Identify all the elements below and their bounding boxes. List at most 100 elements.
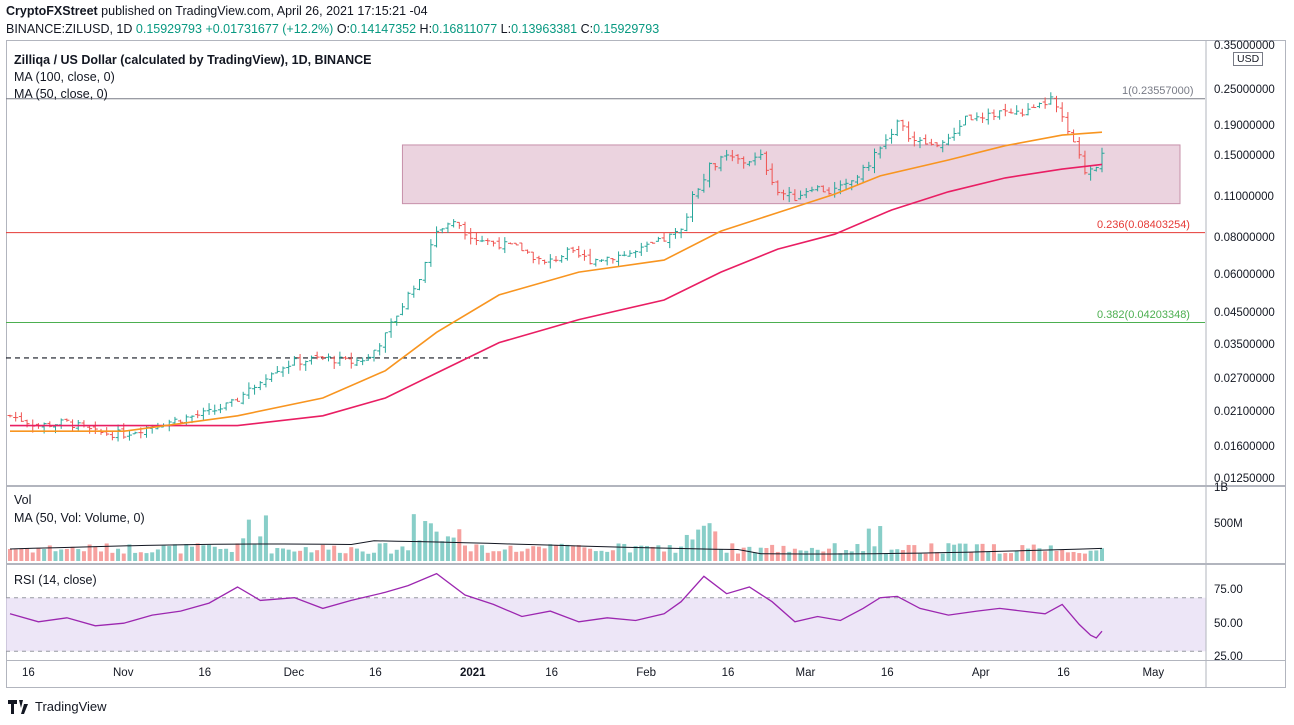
close-value: 0.15929793 (135, 22, 202, 36)
volume-bar (110, 552, 115, 561)
volume-bar (224, 548, 229, 561)
volume-bar (889, 549, 894, 561)
chart-title: Zilliqa / US Dollar (calculated by Tradi… (14, 53, 372, 67)
fib-1-label: 1(0.23557000) (1122, 85, 1194, 97)
volume-bar (309, 552, 314, 561)
volume-bar (229, 551, 234, 561)
ma50-legend[interactable]: MA (50, close, 0) (14, 87, 108, 101)
volume-bar (167, 546, 172, 561)
time-tick-label: Nov (113, 667, 134, 679)
volume-bar (974, 544, 979, 561)
price-tick-label: 0.19000000 (1214, 119, 1275, 132)
volume-bar (1026, 548, 1031, 561)
volume-bar (588, 548, 593, 561)
rsi-tick-label: 50.00 (1214, 617, 1243, 630)
volume-bar (150, 552, 155, 561)
volume-bar (753, 552, 758, 561)
volume-bar (502, 549, 507, 561)
price-pane[interactable] (6, 40, 1286, 486)
price-tick-label: 0.25000000 (1214, 84, 1275, 96)
volume-bar (99, 551, 103, 561)
volume-bar (918, 553, 922, 561)
vol-legend[interactable]: Vol (14, 493, 32, 507)
time-axis[interactable] (6, 661, 1286, 688)
volume-bar (70, 546, 75, 561)
price-tick-label: 0.01250000 (1214, 473, 1275, 485)
volume-bar (87, 544, 92, 561)
volume-bar (30, 552, 35, 561)
volume-bar (645, 545, 649, 561)
volume-bar (1020, 545, 1025, 561)
volume-bar (104, 543, 109, 561)
volume-bar (679, 546, 684, 561)
ma100-legend[interactable]: MA (100, close, 0) (14, 70, 115, 84)
volume-bar (991, 544, 996, 561)
volume-bar (326, 549, 331, 561)
time-tick-label: May (1142, 667, 1165, 679)
volume-bar (241, 538, 246, 561)
time-tick-label: 16 (1057, 667, 1070, 679)
volume-bar (1031, 544, 1036, 561)
volume-bar (764, 548, 769, 561)
volume-bar (633, 546, 638, 561)
volume-bar (883, 553, 888, 561)
volume-bar (383, 543, 388, 561)
low-label: L: (500, 22, 512, 36)
rsi-legend[interactable]: RSI (14, close) (14, 573, 97, 587)
price-tick-label: 0.35000000 (1214, 40, 1275, 52)
volume-bar (548, 544, 553, 561)
currency-badge[interactable]: USD (1233, 52, 1264, 66)
volume-bar (389, 553, 394, 561)
volume-bar (662, 551, 667, 561)
vol-ma-legend[interactable]: MA (50, Vol: Volume, 0) (14, 511, 145, 525)
volume-pane[interactable] (6, 486, 1286, 564)
time-tick-label: Apr (971, 667, 990, 679)
ma50-line (10, 131, 1103, 432)
volume-bar (844, 550, 849, 561)
volume-bar (485, 552, 490, 561)
price-tick-label: 0.03500000 (1214, 339, 1275, 352)
volume-bar (440, 541, 445, 561)
volume-bar (1009, 553, 1013, 561)
volume-bar (1003, 553, 1008, 561)
volume-bar (116, 548, 121, 561)
rsi-line (9, 572, 1103, 639)
price-tick-label: 0.01600000 (1214, 440, 1275, 453)
price-tick-label: 0.11000000 (1214, 190, 1274, 203)
volume-bar (667, 545, 672, 561)
volume-bar (138, 552, 143, 561)
volume-bar (178, 553, 183, 561)
volume-bar (775, 551, 780, 561)
volume-bar (292, 551, 297, 561)
price-tick-label: 0.15000000 (1214, 150, 1275, 163)
ma100-line (10, 163, 1103, 427)
volume-bar (394, 549, 399, 561)
volume-bar (8, 549, 12, 561)
volume-bar (605, 551, 610, 561)
rsi-tick-label: 25.00 (1214, 651, 1243, 663)
volume-bar (536, 546, 541, 561)
volume-bar (593, 551, 598, 561)
volume-bar (855, 544, 860, 561)
volume-bar (736, 553, 740, 561)
symbol-label: BINANCE:ZILUSD, 1D (6, 22, 133, 36)
volume-bar (411, 514, 416, 561)
volume-bar (878, 526, 883, 561)
volume-bar (599, 550, 604, 561)
volume-bar (758, 547, 763, 561)
volume-tick-label: 500M (1214, 518, 1243, 530)
volume-bar (616, 543, 621, 561)
volume-bar (269, 553, 274, 561)
volume-bar (372, 552, 376, 561)
volume-bar (195, 543, 200, 561)
change-value: +0.01731677 (+12.2%) (205, 22, 334, 36)
volume-bar (445, 536, 450, 561)
author-name[interactable]: CryptoFXStreet (6, 4, 98, 18)
volume-bar (377, 543, 382, 561)
volume-bar (417, 540, 422, 561)
footer-brand[interactable]: TradingView (8, 699, 107, 714)
volume-bar (1043, 551, 1048, 561)
volume-bar (787, 551, 792, 561)
volume-bar (497, 551, 502, 561)
